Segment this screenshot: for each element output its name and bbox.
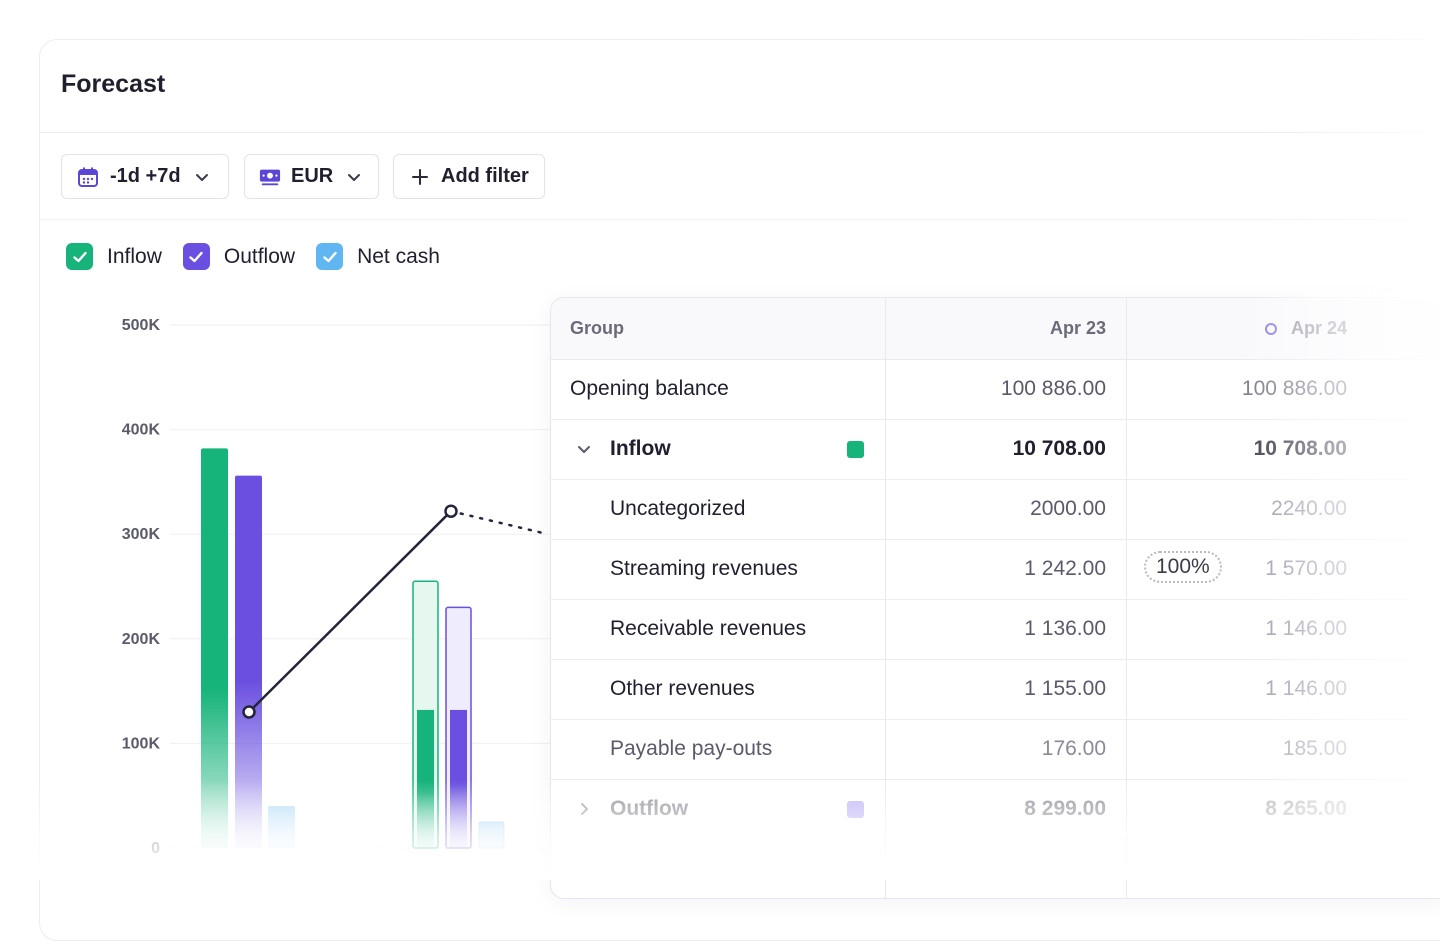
add-filter-button[interactable]: Add filter: [393, 154, 545, 199]
column-header-apr-24-label: Apr 24: [1290, 318, 1347, 338]
chevron-down-icon[interactable]: [575, 419, 593, 479]
legend-item-net-cash[interactable]: Net cash: [316, 243, 440, 270]
row-value-apr-24: 1 146.00: [1265, 677, 1347, 700]
table-header: Group Apr 23 Apr 24: [551, 298, 1440, 360]
row-value-apr-23: 100 886.00: [1000, 377, 1106, 400]
table-row-outflow[interactable]: Outflow 8 299.00 8 265.00: [551, 779, 1440, 840]
chevron-down-icon: [343, 166, 365, 188]
row-label: Receivable revenues: [610, 617, 807, 640]
row-label: Streaming revenues: [610, 557, 798, 580]
column-divider: [1126, 298, 1127, 898]
bar-inflow: [201, 448, 228, 848]
y-tick-label: 400K: [122, 422, 161, 439]
net-cash-point: [444, 504, 458, 518]
bar-net-cash: [268, 806, 295, 848]
forecast-dot-icon: [1264, 322, 1277, 335]
legend-item-outflow[interactable]: Outflow: [182, 243, 296, 270]
bar-outflow: [235, 475, 262, 848]
row-value-apr-24: 2240.00: [1271, 497, 1347, 520]
page-title: Forecast: [61, 70, 166, 98]
forecast-table: Group Apr 23 Apr 24 Opening balance 100 …: [550, 297, 1440, 899]
row-value-apr-23: 1 242.00: [1024, 557, 1106, 580]
row-value-apr-23: 2000.00: [1030, 497, 1106, 520]
row-value-apr-24: 185.00: [1282, 737, 1347, 760]
chevron-right-icon[interactable]: [575, 779, 593, 839]
net-cash-point: [242, 705, 256, 719]
chevron-down-icon: [191, 166, 213, 188]
row-label: Opening balance: [570, 377, 729, 400]
y-tick-label: 200K: [122, 631, 161, 648]
row-value-apr-23: 10 708.00: [1012, 437, 1106, 460]
row-label: Inflow: [610, 437, 671, 460]
y-tick-label: 100K: [122, 735, 161, 752]
calendar-icon: [77, 166, 99, 188]
bar-inflow-actual: [417, 709, 434, 848]
bar-outflow-actual: [450, 709, 467, 848]
y-tick-label: 300K: [122, 526, 161, 543]
table-row[interactable]: Uncategorized 2000.00 2240.00: [551, 479, 1440, 540]
net-cash-line-forecast: [449, 509, 550, 536]
net-cash-line: [248, 510, 452, 713]
checkbox-checked-icon[interactable]: [316, 243, 344, 270]
table-row[interactable]: Payable pay-outs 176.00 185.00: [551, 719, 1440, 780]
column-header-group[interactable]: Group: [570, 318, 624, 338]
header-divider: [40, 132, 1440, 133]
row-value-apr-23: 1 155.00: [1024, 677, 1106, 700]
percentage-badge[interactable]: 100%: [1144, 551, 1222, 583]
legend-label: Net cash: [357, 244, 440, 268]
row-value-apr-24: 8 265.00: [1265, 797, 1347, 820]
currency-label: EUR: [291, 165, 334, 187]
toolbar-divider: [40, 219, 1440, 220]
row-value-apr-23: 1 136.00: [1024, 617, 1106, 640]
table-row-inflow[interactable]: Inflow 10 708.00 10 708.00: [551, 419, 1440, 480]
checkbox-checked-icon[interactable]: [182, 243, 210, 270]
row-value-apr-24: 100 886.00: [1241, 377, 1347, 400]
row-value-apr-23: 176.00: [1041, 737, 1106, 760]
table-row[interactable]: Receivable revenues 1 136.00 1 146.00: [551, 599, 1440, 660]
row-label: Outflow: [610, 797, 689, 820]
table-row[interactable]: Opening balance 100 886.00 100 886.00: [551, 359, 1440, 420]
row-value-apr-24: 1 570.00: [1265, 557, 1347, 580]
plus-icon: [409, 166, 431, 188]
row-value-apr-24: 10 708.00: [1253, 437, 1347, 460]
table-row[interactable]: Streaming revenues 1 242.00 100% 1 570.0…: [551, 539, 1440, 600]
row-label: Uncategorized: [610, 497, 746, 520]
forecast-chart: 500K 400K 300K 200K 100K 0: [122, 317, 560, 857]
legend-item-inflow[interactable]: Inflow: [66, 243, 162, 270]
legend-label: Inflow: [107, 244, 162, 268]
column-header-apr-23[interactable]: Apr 23: [1049, 318, 1106, 338]
bar-net-cash-forecast: [478, 821, 505, 849]
legend-label: Outflow: [223, 244, 296, 268]
y-tick-label: 500K: [122, 317, 161, 334]
row-label: Other revenues: [610, 677, 755, 700]
row-value-apr-23: 8 299.00: [1024, 797, 1106, 820]
row-value-apr-24: 1 146.00: [1265, 617, 1347, 640]
currency-button[interactable]: EUR: [244, 154, 379, 199]
date-range-label: -1d +7d: [110, 165, 181, 187]
add-filter-label: Add filter: [441, 165, 529, 187]
table-row[interactable]: Other revenues 1 155.00 1 146.00: [551, 659, 1440, 720]
column-divider: [885, 298, 886, 898]
row-label: Payable pay-outs: [610, 737, 773, 760]
y-tick-label: 0: [151, 840, 160, 857]
date-range-button[interactable]: -1d +7d: [61, 154, 229, 199]
chart-legend: Inflow Outflow Net cash: [66, 243, 461, 270]
checkbox-checked-icon[interactable]: [66, 243, 93, 270]
inflow-color-swatch: [847, 419, 864, 479]
banknote-icon: [259, 166, 281, 188]
outflow-color-swatch: [847, 779, 864, 839]
column-header-apr-24[interactable]: Apr 24: [1127, 298, 1347, 359]
